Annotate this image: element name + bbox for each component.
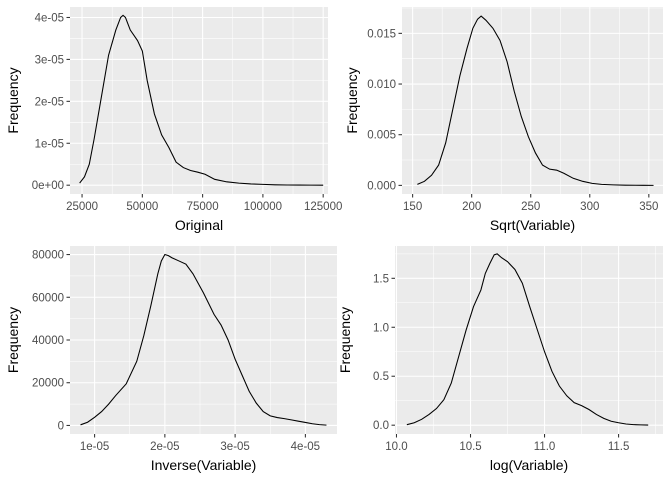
panel-3: 1e-05 2e-05 3e-05 4e-05 0 20000 40000 60000 8000… bbox=[5, 246, 337, 473]
x-tick-label: 11.5 bbox=[608, 441, 630, 453]
x-axis-title: Sqrt(Variable) bbox=[490, 217, 575, 233]
x-tick-label: 10.0 bbox=[385, 441, 407, 453]
y-tick-label: 0.015 bbox=[367, 28, 396, 40]
y-tick-label: 1e-05 bbox=[35, 138, 64, 150]
x-tick-label: 350 bbox=[639, 201, 658, 213]
x-tick-label: 4e-05 bbox=[291, 441, 320, 453]
y-tick-label: 80000 bbox=[32, 250, 64, 262]
x-tick-label: 75000 bbox=[187, 201, 219, 213]
density-curve bbox=[406, 253, 649, 426]
x-tick-label: 300 bbox=[580, 201, 599, 213]
x-tick-label: 200 bbox=[462, 201, 481, 213]
x-tick-label: 50000 bbox=[126, 201, 158, 213]
y-axis-title: Frequency bbox=[5, 67, 21, 133]
y-tick-label: 0.005 bbox=[367, 130, 396, 142]
y-tick-label: 20000 bbox=[32, 378, 64, 390]
y-axis-title: Frequency bbox=[344, 67, 360, 133]
y-tick-label: 0e+00 bbox=[32, 180, 64, 192]
panel-background bbox=[402, 7, 663, 194]
x-tick-label: 25000 bbox=[66, 201, 98, 213]
y-tick-label: 60000 bbox=[32, 292, 64, 304]
y-tick-label: 4e-05 bbox=[35, 12, 64, 24]
y-tick-label: 0.5 bbox=[373, 371, 389, 383]
y-tick-label: 3e-05 bbox=[35, 54, 64, 66]
x-tick-label: 11.0 bbox=[534, 441, 556, 453]
y-tick-label: 1.5 bbox=[373, 273, 389, 285]
y-axis-title: Frequency bbox=[337, 307, 353, 373]
x-tick-label: 1e-05 bbox=[80, 441, 109, 453]
y-tick-label: 1.0 bbox=[373, 322, 389, 334]
x-tick-label: 3e-05 bbox=[220, 441, 249, 453]
panel-background bbox=[395, 246, 663, 434]
y-axis-title: Frequency bbox=[5, 307, 21, 373]
x-tick-label: 10.5 bbox=[459, 441, 481, 453]
x-tick-label: 125000 bbox=[304, 201, 342, 213]
density-curve bbox=[79, 14, 324, 186]
x-axis-title: Original bbox=[175, 217, 223, 233]
x-tick-label: 2e-05 bbox=[150, 441, 179, 453]
panel-1: 25000 50000 75000 100000 125000 0e+00 1e-05 2e-… bbox=[5, 7, 342, 233]
y-tick-label: 0.000 bbox=[367, 180, 396, 192]
x-axis-title: log(Variable) bbox=[490, 457, 568, 473]
panel-2: 150 200 250 300 350 0.000 0.005 0.010 0.015 Sqrt(… bbox=[344, 7, 663, 233]
x-axis-title: Inverse(Variable) bbox=[151, 457, 257, 473]
x-tick-label: 250 bbox=[521, 201, 540, 213]
density-curve bbox=[80, 253, 327, 426]
y-tick-label: 0.0 bbox=[373, 420, 389, 432]
panel-4: 10.0 10.5 11.0 11.5 0.0 0.5 1.0 1.5 log(Variable… bbox=[337, 246, 663, 473]
panel-background bbox=[70, 7, 328, 194]
x-tick-label: 150 bbox=[403, 201, 422, 213]
x-tick-label: 100000 bbox=[244, 201, 282, 213]
y-tick-label: 40000 bbox=[32, 335, 64, 347]
y-tick-label: 2e-05 bbox=[35, 96, 64, 108]
y-tick-label: 0 bbox=[58, 420, 64, 432]
density-curve bbox=[417, 15, 654, 186]
y-tick-label: 0.010 bbox=[367, 79, 396, 91]
